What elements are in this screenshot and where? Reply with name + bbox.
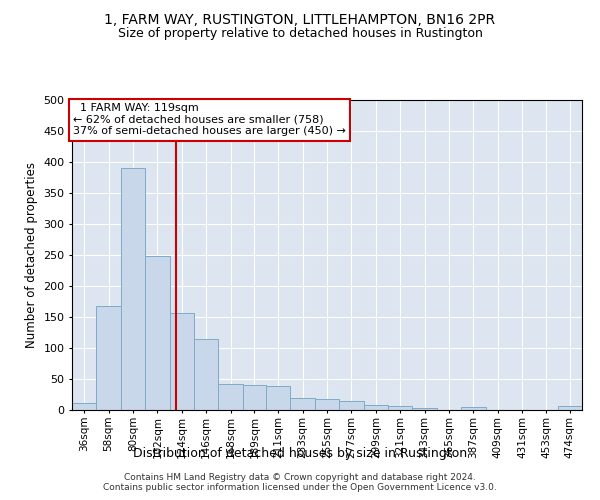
- Bar: [266, 386, 290, 410]
- Bar: [461, 407, 485, 410]
- Bar: [97, 306, 121, 410]
- Bar: [121, 168, 145, 410]
- Bar: [364, 405, 388, 410]
- Bar: [145, 256, 170, 410]
- Text: 1 FARM WAY: 119sqm
← 62% of detached houses are smaller (758)
37% of semi-detach: 1 FARM WAY: 119sqm ← 62% of detached hou…: [73, 103, 346, 136]
- Text: 1, FARM WAY, RUSTINGTON, LITTLEHAMPTON, BN16 2PR: 1, FARM WAY, RUSTINGTON, LITTLEHAMPTON, …: [104, 12, 496, 26]
- Y-axis label: Number of detached properties: Number of detached properties: [25, 162, 38, 348]
- Text: Size of property relative to detached houses in Rustington: Size of property relative to detached ho…: [118, 28, 482, 40]
- Bar: [339, 402, 364, 410]
- Bar: [388, 406, 412, 410]
- Bar: [290, 398, 315, 410]
- Bar: [218, 384, 243, 410]
- Bar: [170, 312, 194, 410]
- Text: Contains HM Land Registry data © Crown copyright and database right 2024.
Contai: Contains HM Land Registry data © Crown c…: [103, 473, 497, 492]
- Bar: [243, 385, 266, 410]
- Bar: [412, 408, 437, 410]
- Text: Distribution of detached houses by size in Rustington: Distribution of detached houses by size …: [133, 448, 467, 460]
- Bar: [557, 406, 582, 410]
- Bar: [72, 402, 97, 410]
- Bar: [315, 400, 339, 410]
- Bar: [194, 338, 218, 410]
